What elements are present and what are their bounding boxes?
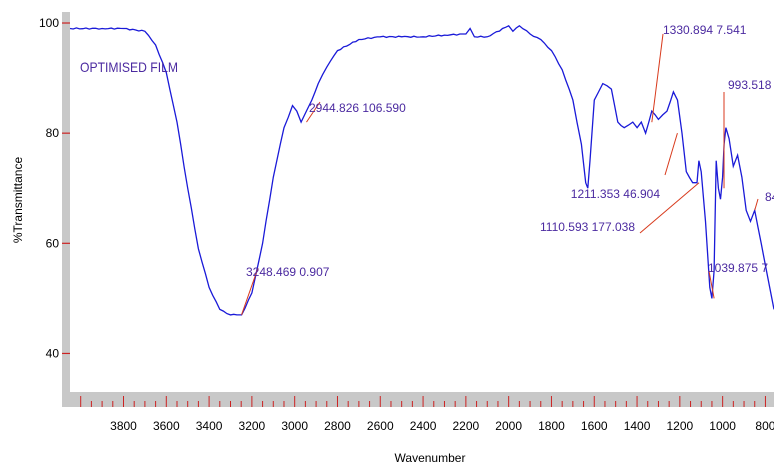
- x-axis-title: Wavenumber: [395, 451, 466, 465]
- x-tick-label: 1600: [581, 419, 608, 433]
- chart-title: OPTIMISED FILM: [80, 59, 178, 75]
- plot-area: [70, 12, 774, 392]
- y-tick-label: 100: [39, 16, 59, 30]
- x-tick-label: 3600: [153, 419, 180, 433]
- peak-label: 3248.469 0.907: [246, 265, 330, 279]
- x-tick-label: 1800: [538, 419, 565, 433]
- frame-bottom-bar: [62, 392, 774, 407]
- peak-leader-line: [306, 101, 321, 123]
- peak-label: 2944.826 106.590: [309, 101, 406, 115]
- x-tick-label: 2600: [367, 419, 394, 433]
- y-tick-label: 80: [46, 126, 60, 140]
- x-tick-label: 2000: [495, 419, 522, 433]
- x-tick-label: 3400: [196, 419, 223, 433]
- peak-label: 1330.894 7.541: [663, 23, 747, 37]
- frame-left-bar: [62, 12, 70, 407]
- x-tick-label: 3800: [110, 419, 137, 433]
- peak-annotations: 2944.826 106.590 3248.469 0.907 1330.894 7…: [241, 23, 774, 316]
- y-tick-label: 40: [46, 346, 60, 360]
- peak-label: 1110.593 177.038: [540, 220, 635, 234]
- peak-leader-line: [708, 270, 715, 299]
- peak-leader-line: [639, 182, 700, 234]
- x-tick-label: 3000: [281, 419, 308, 433]
- x-axis: 3800 3600 3400 3200 3000 2800 2600 2400 2200 2000…: [110, 419, 774, 433]
- x-tick-label: 2800: [324, 419, 351, 433]
- transmittance-line: [69, 24, 774, 316]
- x-tick-label: 3200: [239, 419, 266, 433]
- peak-label: 1039.875 7: [708, 261, 768, 275]
- peak-label: 1211.353 46.904: [571, 187, 661, 201]
- peak-label: 84: [765, 190, 774, 204]
- y-axis-title: %Transmittance: [11, 157, 25, 244]
- peak-leader-line: [241, 267, 259, 316]
- peak-label: 993.518: [728, 78, 772, 92]
- minor-ticks: [80, 396, 766, 407]
- x-tick-label: 1400: [624, 419, 651, 433]
- x-tick-label: 800: [755, 419, 774, 433]
- peak-leader-line: [754, 198, 759, 211]
- x-tick-label: 2200: [453, 419, 480, 433]
- x-tick-label: 1200: [666, 419, 693, 433]
- y-tick-label: 60: [46, 236, 60, 250]
- peak-leader-line: [664, 133, 678, 176]
- x-tick-label: 2400: [410, 419, 437, 433]
- y-axis: 40 60 80 100: [39, 16, 70, 360]
- x-tick-label: 1000: [709, 419, 736, 433]
- peak-leader-line: [651, 33, 664, 123]
